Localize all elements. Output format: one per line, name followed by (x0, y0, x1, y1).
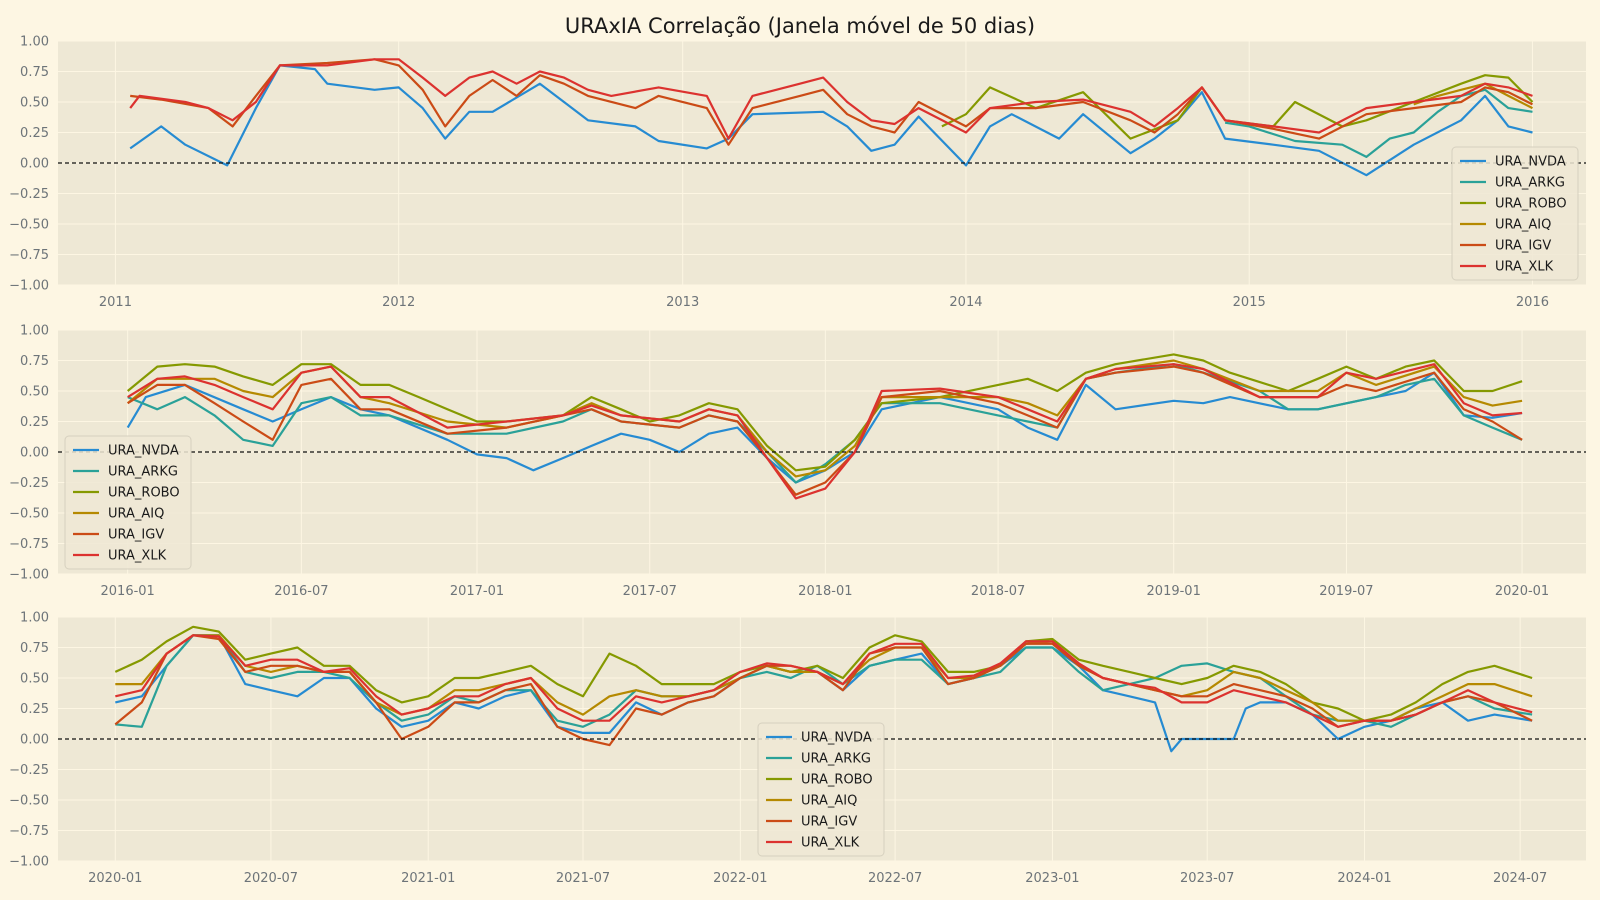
legend-label: URA_ARKG (1495, 176, 1565, 191)
y-tick-label: −1.00 (9, 855, 49, 870)
x-tick-label: 2019-07 (1319, 584, 1373, 599)
legend-box (64, 435, 192, 570)
legend-label: URA_AIQ (108, 507, 164, 522)
x-tick-label: 2021-07 (556, 871, 610, 886)
y-tick-label: −1.00 (9, 568, 49, 583)
y-tick-label: 0.25 (20, 126, 49, 141)
subplot-2: −1.00 −0.75 −0.50 −0.25 0.00 0.25 0.50 0.75 1.00… (9, 324, 1586, 599)
series-line-ura-igv (130, 58, 1533, 146)
y-tick-label: 0.50 (20, 96, 49, 111)
y-tick-label: −0.50 (9, 507, 49, 522)
x-tick-label: 2016-01 (101, 584, 155, 599)
legend-label: URA_NVDA (108, 444, 179, 459)
legend-label: URA_IGV (801, 815, 857, 830)
series-line-ura-xlk (127, 363, 1523, 500)
y-tick-label: 0.00 (20, 157, 49, 172)
series-line-ura-robo (114, 625, 1533, 722)
y-tick-label: −0.25 (9, 476, 49, 491)
x-tick-label: 2020-01 (88, 871, 142, 886)
legend-label: URA_IGV (1495, 239, 1551, 254)
x-tick-label: 2017-01 (450, 584, 504, 599)
legend-label: URA_ROBO (801, 773, 873, 788)
legend-label: URA_ARKG (801, 752, 871, 767)
y-tick-label: 1.00 (20, 611, 49, 626)
y-tick-label: −0.75 (9, 824, 49, 839)
x-tick-label: 2017-07 (623, 584, 677, 599)
y-tick-label: 0.00 (20, 446, 49, 461)
y-tick-label: −0.25 (9, 187, 49, 202)
legend-label: URA_ROBO (1495, 197, 1567, 212)
x-tick-label: 2024-07 (1493, 871, 1547, 886)
x-tick-label: 2020-07 (244, 871, 298, 886)
x-tick-label: 2020-01 (1495, 584, 1549, 599)
legend-label: URA_IGV (108, 528, 164, 543)
y-tick-label: 0.50 (20, 672, 49, 687)
figure-title: URAxIA Correlação (Janela móvel de 50 di… (565, 14, 1035, 38)
y-tick-label: 0.75 (20, 641, 49, 656)
legend-box (1451, 146, 1579, 281)
y-tick-label: −0.75 (9, 248, 49, 263)
legend-label: URA_AIQ (801, 794, 857, 809)
series-line-ura-arkg (1224, 88, 1533, 158)
x-tick-label: 2024-01 (1337, 871, 1391, 886)
x-tick-label: 2022-07 (868, 871, 922, 886)
y-tick-label: −0.75 (9, 537, 49, 552)
x-tick-label: 2011 (99, 295, 132, 310)
y-tick-label: −0.25 (9, 763, 49, 778)
subplot-1: −1.00 −0.75 −0.50 −0.25 0.00 0.25 0.50 0.75 1.00… (9, 35, 1586, 310)
series-line-ura-nvda (129, 64, 1533, 177)
x-tick-label: 2023-01 (1025, 871, 1079, 886)
x-tick-label: 2018-07 (971, 584, 1025, 599)
y-tick-label: 1.00 (20, 35, 49, 50)
x-tick-label: 2012 (382, 295, 415, 310)
series-line-ura-xlk (115, 634, 1533, 728)
y-tick-label: 0.00 (20, 733, 49, 748)
x-tick-label: 2023-07 (1180, 871, 1234, 886)
subplot-3: −1.00 −0.75 −0.50 −0.25 0.00 0.25 0.50 0.75 1.00… (9, 611, 1586, 886)
x-tick-label: 2021-01 (401, 871, 455, 886)
y-tick-label: −0.50 (9, 218, 49, 233)
y-tick-label: −1.00 (9, 279, 49, 294)
y-tick-label: −0.50 (9, 794, 49, 809)
x-tick-label: 2016 (1516, 295, 1549, 310)
legend-box (757, 722, 885, 857)
x-tick-label: 2015 (1233, 295, 1266, 310)
y-tick-label: 0.75 (20, 354, 49, 369)
legend-label: URA_XLK (1495, 260, 1554, 275)
y-tick-label: 0.25 (20, 415, 49, 430)
y-tick-label: 0.50 (20, 385, 49, 400)
legend-label: URA_NVDA (801, 731, 872, 746)
legend-label: URA_XLK (108, 549, 167, 564)
legend-label: URA_NVDA (1495, 155, 1566, 170)
series-line-ura-aiq (1413, 82, 1533, 110)
y-tick-label: 1.00 (20, 324, 49, 339)
x-tick-label: 2014 (949, 295, 982, 310)
x-tick-label: 2016-07 (274, 584, 328, 599)
y-tick-label: 0.75 (20, 65, 49, 80)
x-tick-label: 2019-01 (1147, 584, 1201, 599)
x-tick-label: 2013 (666, 295, 699, 310)
y-tick-label: 0.25 (20, 702, 49, 717)
legend-label: URA_ARKG (108, 465, 178, 480)
legend-label: URA_ROBO (108, 486, 180, 501)
legend-label: URA_XLK (801, 836, 860, 851)
series-line-ura-robo (127, 353, 1523, 472)
legend-label: URA_AIQ (1495, 218, 1551, 233)
x-tick-label: 2018-01 (798, 584, 852, 599)
x-tick-label: 2022-01 (713, 871, 767, 886)
series-line-ura-xlk (129, 58, 1533, 140)
